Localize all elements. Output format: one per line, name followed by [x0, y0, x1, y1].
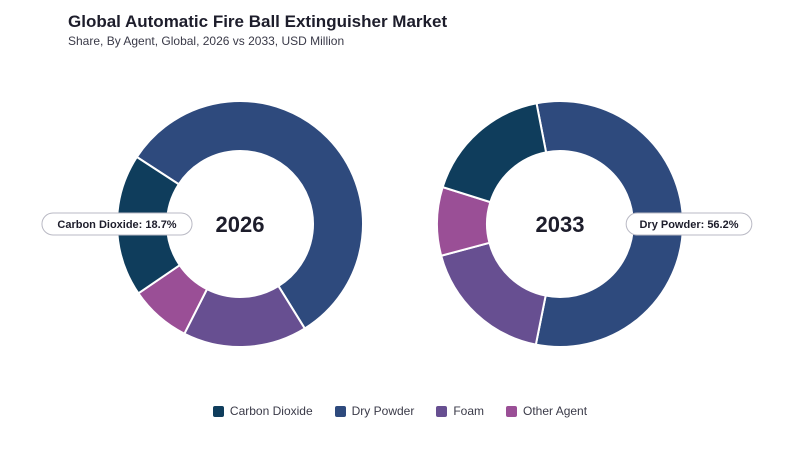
chart-title: Global Automatic Fire Ball Extinguisher … [68, 12, 448, 31]
legend: Carbon Dioxide Dry Powder Foam Other Age… [0, 404, 800, 418]
legend-item-other-agent[interactable]: Other Agent [506, 404, 587, 418]
slice-2033-carbon-dioxide[interactable] [441, 102, 548, 204]
legend-label: Dry Powder [351, 404, 415, 418]
legend-label: Foam [453, 404, 485, 418]
slice-2033-foam[interactable] [439, 241, 547, 346]
donut-center-label: 2033 [536, 212, 585, 237]
donut-center-label: 2026 [216, 212, 265, 237]
legend-swatch [212, 405, 224, 417]
legend-swatch [334, 405, 346, 417]
legend-item-foam[interactable]: Foam [436, 404, 484, 418]
legend-item-carbon-dioxide[interactable]: Carbon Dioxide [212, 404, 313, 418]
slice-2026-dry-powder[interactable] [135, 100, 364, 330]
callout-label: Carbon Dioxide: 18.7% [57, 219, 176, 231]
data-callout: Carbon Dioxide: 18.7% [41, 212, 193, 236]
legend-swatch [506, 405, 518, 417]
legend-swatch [436, 405, 448, 417]
callout-label: Dry Powder: 56.2% [639, 219, 738, 231]
legend-label: Carbon Dioxide [229, 404, 313, 418]
legend-label: Other Agent [523, 404, 588, 418]
chart-subtitle: Share, By Agent, Global, 2026 vs 2033, U… [68, 34, 345, 48]
legend-item-dry-powder[interactable]: Dry Powder [334, 404, 415, 418]
data-callout: Dry Powder: 56.2% [625, 212, 753, 236]
slice-2033-dry-powder[interactable] [534, 100, 684, 348]
